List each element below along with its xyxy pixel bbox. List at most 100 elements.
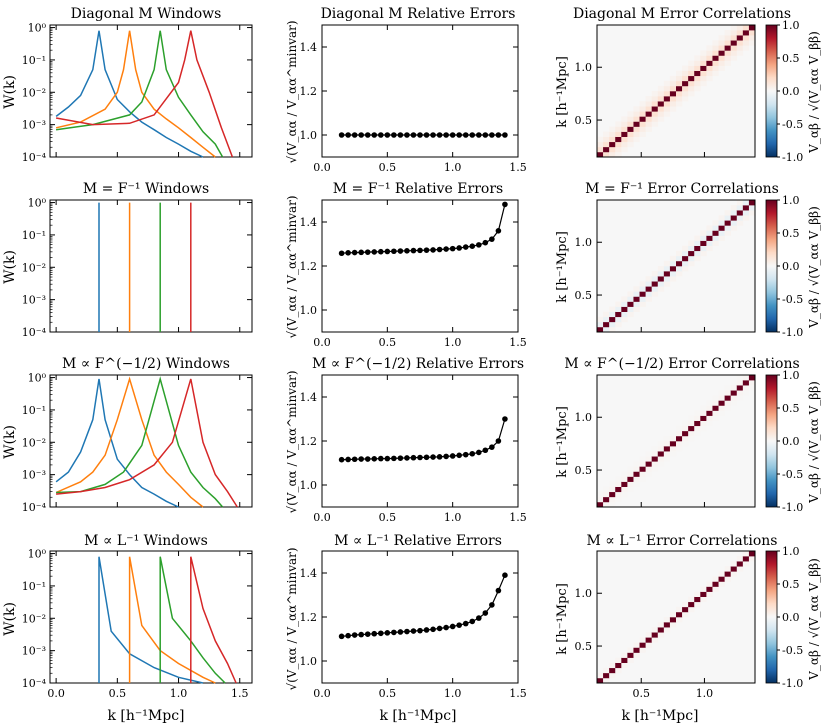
- error-point-3-0: [338, 633, 345, 640]
- corr-cell-2-1-3: [603, 486, 610, 493]
- corr-cell-3-2-1: [609, 672, 616, 679]
- corr-cell-1-1-3: [603, 311, 610, 318]
- window-series-2-2: [56, 376, 224, 508]
- corr-cell-0-3-5: [615, 126, 622, 132]
- corr-cell-0-21-18: [724, 60, 731, 66]
- corr-cell-1-10-8: [657, 286, 665, 292]
- corr-cell-0-18-19: [706, 55, 713, 61]
- corr-cell-0-5-4: [627, 131, 634, 137]
- corr-cell-1-22-23: [730, 210, 738, 216]
- corr-frame-1: [596, 199, 756, 333]
- corr-cell-0-4-5: [621, 126, 628, 132]
- error-point-2-15: [436, 454, 443, 460]
- error-xtick-label-0-1: 0.5: [379, 161, 397, 174]
- window-ytick-label-1-0: 10⁻⁴: [22, 326, 47, 339]
- corr-cell-0-12-10: [669, 101, 677, 107]
- corr-cell-0-2-4: [609, 131, 616, 137]
- corr-cell-2-0-1: [597, 496, 604, 503]
- corr-cell-2-2-3: [609, 486, 616, 493]
- error-point-0-14: [430, 132, 436, 138]
- corr-cell-1-21-22: [724, 215, 731, 221]
- corr-cell-1-0-2: [597, 316, 604, 323]
- corr-cell-2-9-8: [651, 461, 659, 467]
- corr-cell-0-22-23: [730, 35, 738, 41]
- corr-cell-2-23-25: [736, 375, 744, 381]
- corr-cell-0-20-20: [718, 50, 725, 56]
- corr-cell-2-13-13: [676, 435, 683, 442]
- error-point-3-14: [430, 626, 436, 633]
- corr-cell-2-16-16: [694, 420, 701, 427]
- corr-cell-1-8-9: [645, 281, 652, 287]
- corr-cell-0-1-0: [603, 151, 610, 158]
- corr-cell-0-6-9: [633, 106, 640, 112]
- row2-corr-title: M ∝ F^(−1/2) Error Correlations: [564, 356, 799, 372]
- corr-cell-3-6-5: [633, 652, 640, 658]
- corr-cell-2-15-14: [688, 430, 695, 437]
- corr-cell-1-5-4: [627, 306, 634, 312]
- corr-cell-1-9-9: [651, 281, 659, 287]
- corr-cell-0-12-13: [669, 85, 677, 92]
- corr-cell-3-1-0: [603, 677, 610, 684]
- corr-cell-2-25-25: [748, 375, 756, 381]
- corr-cell-1-12-14: [669, 255, 677, 262]
- corr-cell-0-8-6: [645, 121, 652, 127]
- corr-cell-1-19-17: [712, 240, 719, 246]
- corr-cell-0-21-21: [724, 45, 731, 51]
- window-frame-1: [49, 199, 253, 333]
- corr-cell-0-16-18: [694, 60, 701, 66]
- error-point-2-8: [391, 455, 397, 462]
- corr-cell-0-9-11: [651, 96, 659, 102]
- corr-cell-3-11-11: [663, 622, 671, 628]
- row0-window-ylabel: W(k): [2, 75, 18, 109]
- corr-cell-2-10-9: [657, 456, 665, 462]
- error-point-3-13: [423, 627, 430, 633]
- colorbar-1: [765, 199, 778, 333]
- colorbar-tick-label-3-0: -1.0: [782, 677, 803, 690]
- corr-cell-0-8-7: [645, 116, 652, 122]
- corr-cell-1-23-23: [736, 210, 744, 216]
- corr-cell-0-5-5: [627, 126, 634, 132]
- colorbar-tick-label-0-4: 1.0: [782, 19, 800, 32]
- row2-error-title: M ∝ F^(−1/2) Relative Errors: [312, 356, 524, 372]
- corr-cell-0-19-17: [712, 65, 719, 71]
- corr-cell-1-4-2: [621, 316, 628, 323]
- window-ytick-label-2-1: 10⁻³: [22, 469, 46, 482]
- corr-cell-2-0-2: [597, 491, 604, 498]
- error-point-2-12: [417, 454, 423, 461]
- corr-cell-1-8-7: [645, 291, 652, 297]
- row3-corr-ylabel: k [h⁻¹Mpc]: [555, 583, 570, 655]
- windows-xlabel: k [h⁻¹Mpc]: [107, 708, 184, 724]
- corr-cell-0-0-0: [597, 151, 604, 158]
- corr-cell-3-14-14: [682, 606, 689, 613]
- corr-cell-0-20-19: [718, 55, 725, 61]
- error-ytick-label-3-0: 1.0: [300, 655, 318, 668]
- corr-cell-1-5-7: [627, 291, 634, 297]
- corr-cell-0-4-1: [621, 146, 628, 153]
- corr-cell-2-7-7: [639, 466, 646, 472]
- corr-cell-0-16-13: [694, 85, 701, 92]
- corr-cell-2-11-9: [663, 456, 671, 462]
- corr-cell-2-24-25: [742, 375, 750, 381]
- corr-cell-0-13-14: [676, 80, 683, 87]
- corr-cell-3-18-17: [706, 591, 713, 597]
- corr-cell-2-14-13: [682, 435, 689, 442]
- row0-corr-ylabel: k [h⁻¹Mpc]: [555, 56, 570, 128]
- corr-cell-1-19-20: [712, 225, 719, 231]
- row3-colorbar-label: V_αβ / √(V_αα V_ββ): [807, 558, 821, 681]
- error-point-1-18: [456, 245, 463, 251]
- corr-cell-0-3-2: [615, 141, 622, 148]
- error-point-3-6: [378, 630, 384, 637]
- corr-cell-1-23-21: [736, 220, 744, 226]
- corr-cell-0-16-14: [694, 80, 701, 87]
- row1-corr-ylabel: k [h⁻¹Mpc]: [555, 231, 570, 303]
- corr-cell-3-3-4: [615, 657, 622, 663]
- corr-cell-2-4-5: [621, 476, 628, 482]
- corr-cell-2-18-20: [706, 400, 713, 406]
- corr-cell-3-24-24: [742, 556, 750, 562]
- corr-cell-3-23-22: [736, 566, 744, 572]
- plot-layer: 10⁻⁴ 10⁻³ 10⁻² 10⁻¹ 10⁰ 1.0 1.2 1.4 0.0 0.5 1.0 1.5…: [22, 19, 803, 700]
- error-ytick-label-3-2: 1.4: [300, 567, 318, 580]
- corr-cell-0-10-7: [657, 116, 665, 122]
- corr-cell-0-22-19: [730, 55, 738, 61]
- corr-cell-2-7-8: [639, 461, 646, 467]
